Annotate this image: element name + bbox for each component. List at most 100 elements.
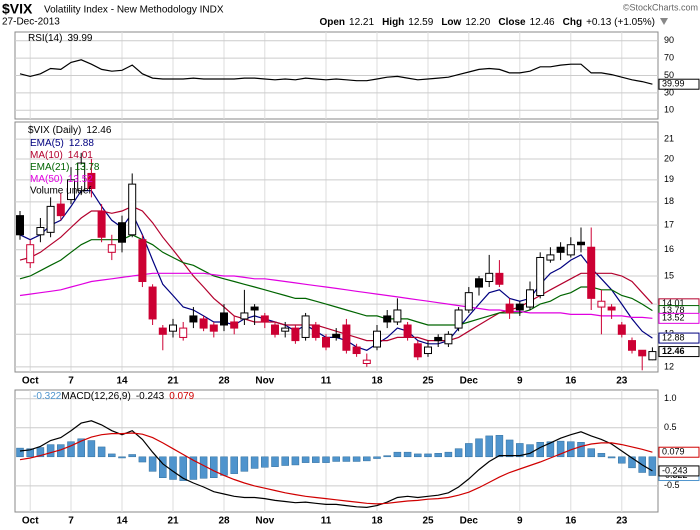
quote-label: Low bbox=[441, 17, 461, 28]
y-tick-label: 10 bbox=[664, 105, 674, 115]
value-box-label: 39.99 bbox=[662, 79, 685, 89]
y-tick-label: 16 bbox=[664, 244, 674, 254]
quote-value: 12.46 bbox=[530, 17, 555, 28]
histogram-bar bbox=[587, 448, 595, 458]
date: 27-Dec-2013 bbox=[2, 17, 60, 28]
histogram-bar bbox=[281, 456, 289, 466]
histogram-bar bbox=[16, 447, 24, 458]
candle-body bbox=[454, 309, 463, 329]
legend: RSI(14) 39.99 bbox=[28, 33, 93, 44]
histogram-bar bbox=[352, 456, 361, 462]
histogram-bar bbox=[250, 456, 259, 469]
candle-body bbox=[46, 205, 55, 233]
y-tick-label: -0.5 bbox=[664, 480, 680, 490]
candle-body bbox=[485, 272, 494, 283]
histogram-bar bbox=[434, 453, 442, 458]
legend-note: Volume undef bbox=[30, 186, 91, 197]
value-box bbox=[658, 332, 700, 344]
histogram-bar bbox=[179, 456, 187, 481]
value-box bbox=[658, 465, 700, 477]
y-tick-label: 90 bbox=[664, 35, 674, 45]
histogram-bar bbox=[577, 442, 585, 458]
candle-body bbox=[128, 183, 137, 236]
x-tick-label: 16 bbox=[565, 376, 577, 387]
histogram-bar bbox=[628, 456, 636, 469]
candle-body bbox=[597, 300, 606, 308]
candle-body bbox=[199, 318, 208, 329]
candle-body bbox=[322, 336, 330, 348]
legend-value: -0.322 bbox=[33, 391, 62, 402]
quote-value: 12.20 bbox=[465, 17, 490, 28]
value-box bbox=[658, 346, 700, 358]
histogram-bar bbox=[240, 456, 249, 472]
x-tick-label: 11 bbox=[321, 376, 332, 387]
candle-body bbox=[566, 244, 575, 256]
candle-body bbox=[260, 315, 269, 323]
candle-body bbox=[352, 346, 361, 355]
x-tick-label: Oct bbox=[22, 376, 39, 387]
candle-body bbox=[250, 306, 259, 311]
candle-body bbox=[16, 215, 24, 236]
y-tick-label: 30 bbox=[664, 87, 674, 97]
value-box-label: 0.079 bbox=[662, 447, 685, 457]
legend-value: 13.52 bbox=[68, 174, 93, 185]
x-tick-label: 25 bbox=[422, 376, 434, 387]
candle-body bbox=[56, 203, 65, 217]
candle-body bbox=[77, 162, 86, 192]
security-name: Volatility Index - New Methodology INDX bbox=[44, 5, 224, 16]
histogram-bar bbox=[36, 447, 45, 458]
legend-title: $VIX (Daily) bbox=[28, 125, 81, 136]
candle-body bbox=[36, 226, 45, 236]
x-tick-label: 23 bbox=[616, 516, 628, 527]
credit: ©StockCharts.com bbox=[623, 2, 698, 12]
overlay-line bbox=[19, 272, 653, 319]
histogram-bar bbox=[199, 456, 208, 479]
histogram-bar bbox=[546, 441, 555, 458]
candle-body bbox=[383, 315, 392, 323]
histogram-bar bbox=[108, 453, 116, 458]
candle-body bbox=[271, 324, 279, 335]
legend-name: EMA(5) bbox=[30, 138, 64, 149]
legend-value: 14.01 bbox=[68, 150, 93, 161]
value-box-label: 12.46 bbox=[662, 346, 685, 356]
histogram-bar bbox=[526, 444, 534, 458]
histogram-bar bbox=[444, 451, 453, 458]
y-tick-label: 15 bbox=[664, 270, 674, 280]
x-tick-label: 16 bbox=[565, 516, 577, 527]
candle-body bbox=[97, 210, 106, 238]
candle-body bbox=[607, 306, 616, 311]
histogram-bar bbox=[77, 438, 85, 458]
series-line bbox=[19, 432, 653, 505]
candle-body bbox=[546, 254, 555, 261]
x-tick-label: 18 bbox=[371, 376, 383, 387]
x-tick-label: 7 bbox=[68, 376, 74, 387]
candle-body bbox=[648, 351, 657, 361]
candle-body bbox=[230, 321, 239, 329]
histogram-bar bbox=[495, 435, 504, 458]
legend-name: MA(10) bbox=[30, 150, 63, 161]
histogram-bar bbox=[220, 456, 228, 476]
candle-body bbox=[220, 312, 228, 326]
value-box-label: -0.243 bbox=[662, 465, 688, 475]
candle-body bbox=[240, 312, 249, 320]
value-box bbox=[658, 446, 700, 458]
histogram-bar bbox=[148, 456, 157, 472]
x-tick-label: 7 bbox=[68, 516, 74, 527]
y-tick-label: 19 bbox=[664, 174, 674, 184]
x-tick-label: Nov bbox=[255, 516, 274, 527]
legend-value: 12.88 bbox=[69, 138, 94, 149]
y-tick-label: 21 bbox=[664, 133, 674, 143]
histogram-bar bbox=[465, 443, 473, 458]
histogram-bar bbox=[138, 456, 147, 463]
candle-body bbox=[403, 324, 412, 338]
histogram-bar bbox=[373, 456, 381, 459]
candle-body bbox=[577, 241, 585, 246]
candle-body bbox=[526, 289, 534, 308]
candle-body bbox=[148, 286, 157, 320]
histogram-bar bbox=[454, 448, 463, 458]
candle-body bbox=[444, 333, 453, 345]
candle-body bbox=[209, 324, 218, 332]
candle-body bbox=[138, 239, 147, 283]
series-line bbox=[19, 59, 653, 85]
